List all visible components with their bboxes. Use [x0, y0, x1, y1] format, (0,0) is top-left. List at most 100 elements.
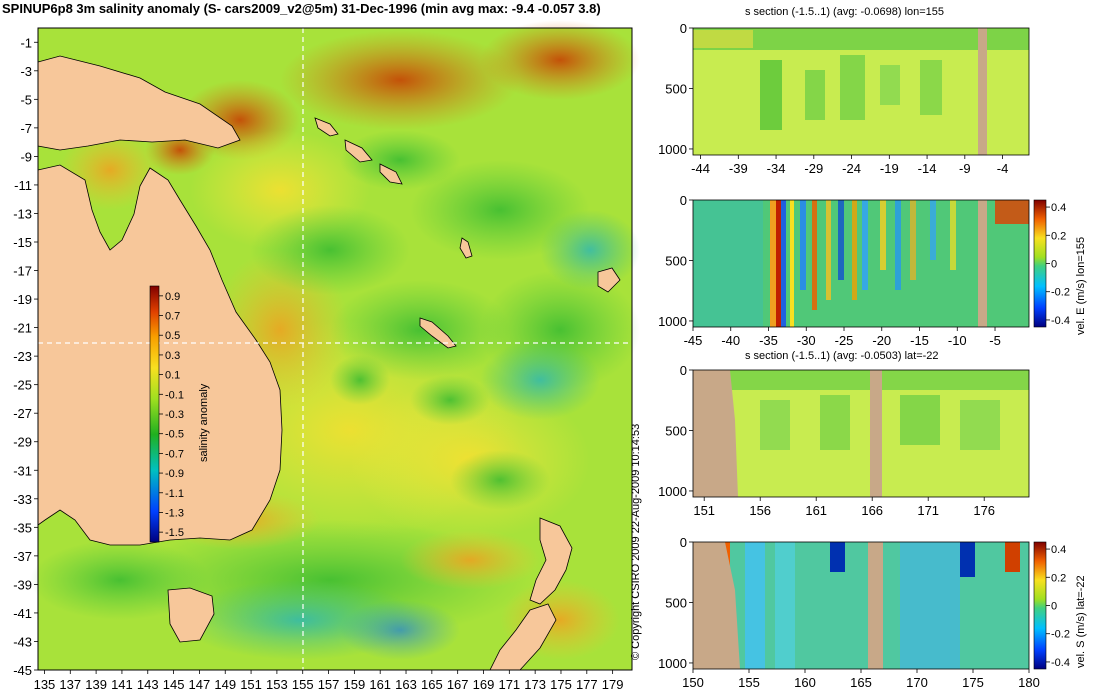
section-colorbar-tick-label: 0 [1051, 259, 1057, 271]
map-y-tick-label: -27 [13, 406, 32, 421]
map-x-tick-label: 165 [421, 677, 443, 692]
section-colorbar-tick-label: 0.2 [1051, 230, 1066, 242]
map-y-tick-label: -39 [13, 577, 32, 592]
section-colorbar-tick-label: -0.4 [1051, 315, 1070, 327]
section-panel-1: -44 -39 -34 -29 -24 -19 -14 -9 -4 0 500 1000 [658, 21, 1030, 176]
map-x-tick-label: 177 [576, 677, 598, 692]
section-x-tick-label: -10 [948, 333, 967, 348]
sec1-land [978, 28, 987, 155]
map-colorbar-ticks: 0.9 0.7 0.5 0.3 0.1 -0.1 -0.3 -0.5 -0.7 -0.9 -1.1 -… [159, 291, 184, 539]
map-colorbar-tick-label: -1.1 [165, 488, 184, 500]
section-y-tick-label: 1000 [658, 484, 687, 499]
map-y-tick-label: -35 [13, 520, 32, 535]
section-x-tick-label: -39 [729, 161, 748, 176]
vanuatu [459, 237, 473, 259]
map-colorbar-tick-label: -0.7 [165, 448, 184, 460]
section-x-tick-label: 176 [973, 503, 995, 518]
map-colorbar-tick-label: -0.9 [165, 468, 184, 480]
map-colorbar-tick-label: 0.5 [165, 330, 180, 342]
map-y-tick-label: -1 [20, 35, 32, 50]
map-colorbar-tick-label: 0.3 [165, 350, 180, 362]
map-y-tick-label: -29 [13, 435, 32, 450]
map-y-tick-label: -45 [13, 663, 32, 678]
map-y-tick-label: -9 [20, 149, 32, 164]
section-x-tick-label: -19 [880, 161, 899, 176]
section-x-tick-label: 151 [693, 503, 715, 518]
map-x-tick-label: 147 [189, 677, 211, 692]
map-y-tick-label: -3 [20, 64, 32, 79]
section-x-tick-label: -24 [842, 161, 861, 176]
section-x-tick-label: 150 [682, 675, 704, 690]
section-colorbar-tick-label: 0.4 [1051, 202, 1066, 214]
map-y-tick-label: -21 [13, 321, 32, 336]
section-y-tick-label: 500 [665, 253, 687, 268]
map-y-axis: -1 -3 -5 -7 -9 -11 -13 -15 -17 -19 -21 -23 -25 -27 -29… [13, 35, 38, 678]
map-x-tick-label: 161 [369, 677, 391, 692]
sec4-field [693, 542, 1029, 669]
map-frame [37, 27, 633, 671]
solomon-1 [314, 117, 339, 137]
section-y-tick-label: 500 [665, 595, 687, 610]
sec2-land [978, 200, 987, 327]
map-y-tick-label: -31 [13, 463, 32, 478]
map-x-tick-label: 167 [447, 677, 469, 692]
sec2-colorbar [1033, 199, 1047, 328]
map-x-tick-label: 149 [214, 677, 236, 692]
map-x-tick-label: 175 [550, 677, 572, 692]
map-x-axis: 135 137 139 141 143 145 147 149 151 153 155 157 159 1… [34, 670, 624, 692]
section-x-tick-label: 175 [962, 675, 984, 690]
section-y-tick-label: 0 [680, 21, 687, 36]
section-x-tick-label: -34 [767, 161, 786, 176]
map-y-tick-label: -25 [13, 378, 32, 393]
section-y-tick-label: 0 [680, 363, 687, 378]
map-x-tick-label: 141 [111, 677, 133, 692]
solomon-2 [344, 139, 373, 163]
sec4-colorbar-label: vel. S (m/s) lat=-22 [1075, 575, 1087, 668]
map-x-tick-label: 153 [266, 677, 288, 692]
section-x-tick-label: -29 [804, 161, 823, 176]
section-y-tick-label: 500 [665, 81, 687, 96]
section-x-tick-label: -30 [797, 333, 816, 348]
map-x-tick-label: 145 [163, 677, 185, 692]
map-y-tick-label: -11 [14, 178, 32, 193]
section-title-lat: s section (-1.5..1) (avg: -0.0503) lat=-… [745, 350, 939, 362]
section-colorbar-tick-label: -0.2 [1051, 629, 1070, 641]
fiji [597, 267, 621, 293]
section-y-tick-label: 0 [680, 193, 687, 208]
map-x-tick-label: 171 [498, 677, 520, 692]
map-y-tick-label: -23 [13, 349, 32, 364]
section-colorbar-tick-label: 0 [1051, 601, 1057, 613]
section-x-tick-label: -40 [721, 333, 740, 348]
section-x-tick-label: -9 [959, 161, 971, 176]
map-x-tick-label: 163 [395, 677, 417, 692]
map-x-tick-label: 135 [34, 677, 56, 692]
tasmania [167, 587, 215, 643]
section-x-tick-label: 166 [861, 503, 883, 518]
map-colorbar-tick-label: 0.1 [165, 370, 180, 382]
new-zealand-north [529, 517, 573, 605]
map-x-tick-label: 179 [602, 677, 624, 692]
map-colorbar-tick-label: -0.5 [165, 429, 184, 441]
section-colorbar-tick-label: -0.2 [1051, 287, 1070, 299]
map-colorbar-label: salinity anomaly [198, 383, 210, 462]
section-y-tick-label: 1000 [658, 656, 687, 671]
section-x-tick-label: -4 [997, 161, 1009, 176]
section-panel-4: 150 155 160 165 170 175 180 0 500 1000 0.4 0.2 0 -0.2… [658, 535, 1070, 690]
map-y-tick-label: -19 [13, 292, 32, 307]
sec4-land [693, 542, 740, 669]
section-x-tick-label: -35 [759, 333, 778, 348]
map-x-tick-label: 155 [292, 677, 314, 692]
section-x-tick-label: 155 [738, 675, 760, 690]
solomon-3 [379, 163, 403, 185]
map-colorbar-tick-label: 0.7 [165, 311, 180, 323]
sec4-colorbar [1033, 541, 1047, 670]
new-caledonia [419, 317, 457, 349]
map-y-tick-label: -15 [13, 235, 32, 250]
map-y-tick-label: -41 [13, 606, 32, 621]
map-colorbar-tick-label: -1.5 [165, 527, 184, 539]
section-title-lon: s section (-1.5..1) (avg: -0.0698) lon=1… [745, 6, 945, 18]
section-y-tick-label: 1000 [658, 142, 687, 157]
sec3-land [693, 370, 738, 497]
map-colorbar [149, 285, 160, 543]
map-y-tick-label: -13 [13, 206, 32, 221]
